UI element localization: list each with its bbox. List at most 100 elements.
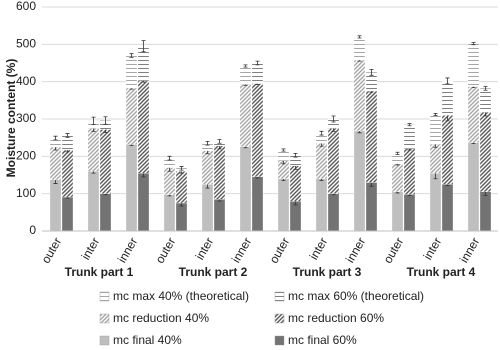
error-bar — [331, 115, 336, 123]
x-tick-label: inter — [421, 235, 445, 262]
bar-segment — [467, 86, 480, 143]
error-bar — [167, 155, 172, 161]
error-bar — [179, 166, 184, 171]
bar-segment — [327, 128, 340, 194]
y-tick-label: 500 — [16, 37, 36, 51]
bar-segment — [251, 62, 264, 84]
legend-swatch — [274, 291, 285, 302]
bar-segment — [403, 148, 416, 195]
y-tick-label: 300 — [16, 111, 36, 125]
bar-segment — [479, 88, 492, 113]
bar-segment — [125, 144, 138, 232]
y-tick-label: 200 — [16, 149, 36, 163]
bar-segment — [365, 90, 378, 183]
legend-label: mc reduction 60% — [288, 311, 384, 325]
bar-segment — [467, 43, 480, 87]
bar-segment — [99, 129, 112, 194]
bar-segment — [163, 194, 176, 232]
bar-segment — [429, 144, 442, 174]
error-bar — [407, 123, 412, 127]
bar-segment — [239, 65, 252, 85]
legend-label: mc final 40% — [113, 333, 182, 347]
error-bar — [141, 40, 146, 53]
error-bar — [255, 60, 260, 66]
y-axis-title: Moisture content (%) — [4, 59, 18, 178]
bar-segment — [277, 149, 290, 161]
error-bar — [319, 130, 324, 136]
error-bar — [281, 148, 286, 152]
bar-segment — [175, 202, 188, 232]
bar-segment — [441, 184, 454, 232]
legend-swatch — [99, 335, 110, 346]
bar-segment — [201, 184, 214, 232]
bar-segment — [87, 171, 100, 232]
error-bar — [483, 86, 488, 91]
error-bar — [357, 35, 362, 39]
bar-segment — [353, 59, 366, 132]
error-bar — [369, 68, 374, 76]
bar-segment — [429, 172, 442, 232]
bar-segment — [239, 146, 252, 232]
bar-segment — [441, 80, 454, 116]
group-label: Trunk part 4 — [407, 265, 476, 279]
bar-segment — [125, 55, 138, 89]
x-tick-label: inter — [79, 235, 103, 262]
y-tick-label: 100 — [16, 186, 36, 200]
bar-segment — [391, 191, 404, 232]
x-tick-label: inner — [343, 235, 368, 265]
legend-swatch — [99, 291, 110, 302]
error-bar — [395, 151, 400, 155]
x-tick-label: inner — [229, 235, 254, 265]
bar-segment — [137, 172, 150, 232]
bar-segment — [289, 165, 302, 202]
y-tick-label: 0 — [29, 223, 36, 237]
bar-segment — [391, 153, 404, 164]
bar-segment — [315, 143, 328, 179]
bar-segment — [61, 196, 74, 232]
bar-segment — [391, 163, 404, 192]
bar-segment — [61, 149, 74, 198]
x-tick-label: outer — [381, 235, 407, 266]
bar-segment — [239, 84, 252, 147]
bar-segment — [365, 182, 378, 232]
bar-segment — [87, 128, 100, 172]
legend-label: mc max 40% (theoretical) — [113, 289, 249, 303]
error-bar — [205, 141, 210, 146]
y-tick-label: 600 — [16, 0, 36, 13]
bar-segment — [49, 179, 62, 232]
bar-segment — [99, 193, 112, 232]
error-bar — [471, 42, 476, 46]
x-tick-label: outer — [39, 235, 65, 266]
error-bar — [445, 77, 450, 85]
bar-segment — [467, 142, 480, 232]
error-bar — [243, 64, 248, 68]
error-bar — [91, 116, 96, 125]
legend-label: mc final 60% — [288, 333, 357, 347]
y-tick-label: 400 — [16, 74, 36, 88]
bar-segment — [213, 145, 226, 200]
bar-segment — [353, 36, 366, 61]
bar-segment — [201, 150, 214, 185]
bar-segment — [251, 83, 264, 178]
bar-segment — [327, 193, 340, 232]
bar-segment — [403, 194, 416, 232]
bar-segment — [175, 171, 188, 204]
x-tick-label: outer — [153, 235, 179, 266]
error-bar — [129, 53, 134, 58]
x-tick-label: inner — [115, 235, 140, 265]
bar-segment — [441, 115, 454, 185]
error-bar — [433, 113, 438, 117]
x-tick-label: inter — [307, 235, 331, 262]
bar-segment — [137, 80, 150, 174]
x-tick-label: outer — [267, 235, 293, 266]
group-label: Trunk part 1 — [65, 265, 134, 279]
bar-segment — [353, 130, 366, 232]
x-tick-label: inner — [457, 235, 482, 265]
error-bar — [103, 116, 108, 125]
bar-segment — [479, 112, 492, 192]
bar-segment — [315, 178, 328, 232]
bar-segment — [479, 191, 492, 232]
error-bar — [293, 152, 298, 158]
group-label: Trunk part 2 — [179, 265, 248, 279]
